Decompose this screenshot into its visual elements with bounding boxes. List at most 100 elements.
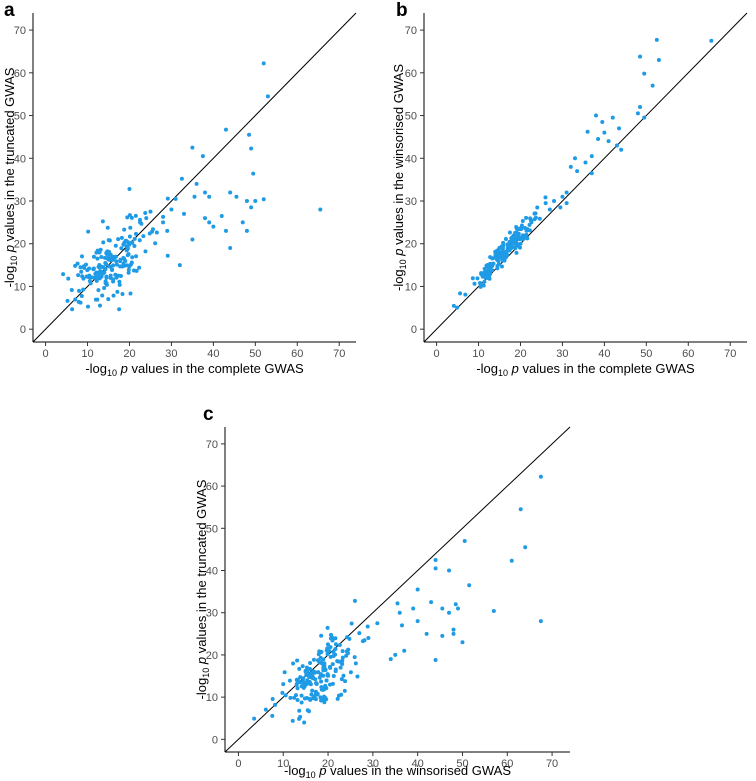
y-tick-label: 50 [206, 523, 218, 535]
data-point [307, 667, 312, 672]
data-point [202, 190, 207, 195]
data-point [342, 688, 347, 693]
data-point [552, 199, 557, 203]
data-point [324, 678, 329, 683]
data-point [310, 688, 315, 693]
y-tick-label: 30 [206, 608, 218, 620]
data-point [321, 685, 326, 690]
data-point [485, 262, 490, 267]
data-point [532, 217, 537, 222]
y-tick-label: 60 [405, 68, 417, 80]
data-point [111, 277, 116, 282]
data-point [107, 238, 112, 243]
data-point [261, 61, 266, 66]
data-point [299, 693, 304, 698]
data-point [460, 640, 465, 645]
data-point [402, 648, 407, 653]
data-point [137, 217, 142, 222]
data-point [78, 265, 83, 270]
data-point [543, 201, 548, 206]
data-point [355, 674, 360, 679]
data-point [304, 665, 309, 670]
data-point [455, 305, 460, 310]
data-point [94, 250, 99, 255]
data-point [143, 249, 148, 254]
data-point [573, 156, 578, 161]
data-point [117, 282, 122, 287]
data-point [104, 275, 109, 280]
x-tick-label: 50 [640, 348, 652, 360]
data-point [538, 619, 543, 624]
data-point [366, 636, 371, 641]
data-point [470, 276, 475, 281]
data-point [105, 225, 110, 230]
data-point [614, 143, 619, 148]
data-point [192, 194, 197, 199]
y-tick-label: 20 [405, 239, 417, 251]
data-point [119, 235, 124, 240]
x-axis-title: -log10 p values in the complete GWAS [85, 361, 304, 378]
data-point [113, 243, 118, 248]
data-point [297, 716, 302, 721]
data-point [333, 647, 338, 652]
data-point [365, 624, 370, 629]
x-tick-label: 20 [123, 348, 135, 360]
data-point [301, 685, 306, 690]
data-point [76, 299, 81, 304]
data-point [84, 274, 89, 279]
data-point [77, 288, 82, 293]
x-tick-label: 30 [165, 348, 177, 360]
data-point [606, 139, 611, 144]
data-point [506, 247, 511, 252]
data-point [602, 130, 607, 135]
y-tick-label: 0 [411, 324, 417, 336]
data-point [654, 37, 659, 42]
data-point [283, 693, 288, 698]
data-point [451, 303, 456, 308]
data-point [440, 633, 445, 638]
data-point [472, 281, 477, 286]
data-point [91, 254, 96, 259]
y-tick-label: 60 [206, 481, 218, 493]
data-point [81, 287, 86, 292]
data-point [500, 258, 505, 263]
data-point [298, 675, 303, 680]
data-point [501, 243, 506, 248]
data-point [95, 297, 100, 302]
data-point [503, 237, 508, 242]
data-point [375, 621, 380, 626]
data-point [575, 169, 580, 174]
x-tick-label: 40 [207, 348, 219, 360]
data-point [325, 673, 330, 678]
data-point [635, 111, 640, 116]
data-point [311, 657, 316, 662]
data-point [228, 246, 233, 250]
data-point [515, 226, 520, 231]
y-tick-label: 70 [206, 439, 218, 451]
data-point [547, 207, 552, 212]
data-point [86, 229, 91, 234]
data-point [169, 207, 174, 212]
data-point [70, 307, 75, 312]
data-point [129, 240, 134, 245]
data-point [202, 216, 207, 221]
data-point [501, 253, 506, 258]
data-point [127, 213, 132, 218]
data-point [291, 661, 296, 666]
x-tick-label: 70 [724, 348, 736, 360]
data-point [433, 557, 438, 562]
data-point [505, 252, 510, 257]
data-point [532, 211, 537, 216]
data-point [429, 600, 434, 605]
data-point [319, 698, 324, 703]
data-point [182, 211, 187, 216]
data-point [128, 291, 133, 296]
data-point [397, 610, 402, 615]
data-point [270, 713, 275, 718]
data-point [131, 268, 136, 273]
data-point [304, 673, 309, 678]
data-point [411, 606, 416, 611]
x-tick-label: 10 [472, 348, 484, 360]
data-point [295, 677, 300, 682]
data-point [61, 272, 66, 277]
